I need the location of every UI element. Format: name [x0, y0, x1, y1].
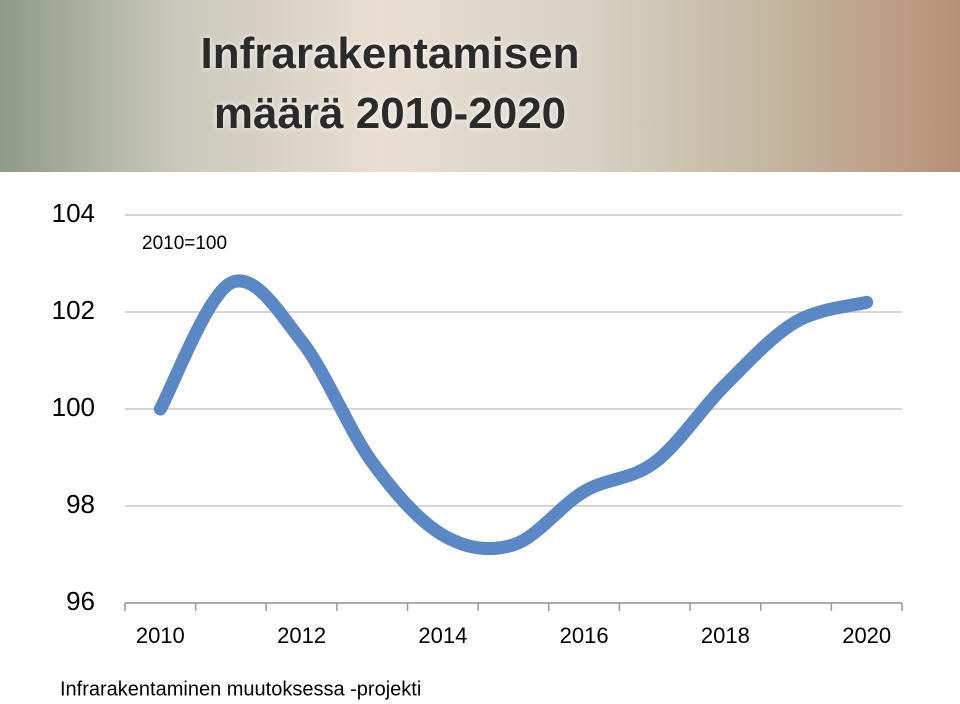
x-tick-label: 2010 — [136, 623, 185, 648]
y-tick-label: 102 — [52, 295, 95, 325]
chart-title: Infrarakentamisen määrä 2010-2020 — [200, 29, 580, 138]
x-tick-label: 2014 — [418, 623, 467, 648]
y-tick-label: 98 — [66, 489, 95, 519]
annotation: 2010=100 — [142, 233, 227, 254]
source: Infrarakentaminen muutoksessa -projekti — [60, 678, 421, 700]
y-tick-label: 104 — [52, 198, 95, 228]
x-tick-label: 2018 — [701, 623, 750, 648]
y-tick-label: 96 — [66, 586, 95, 616]
x-tick-label: 2016 — [560, 623, 609, 648]
x-tick-label: 2020 — [842, 623, 891, 648]
y-tick-label: 100 — [52, 392, 95, 422]
header-image — [0, 0, 960, 172]
x-tick-label: 2012 — [277, 623, 326, 648]
line — [153, 274, 874, 556]
